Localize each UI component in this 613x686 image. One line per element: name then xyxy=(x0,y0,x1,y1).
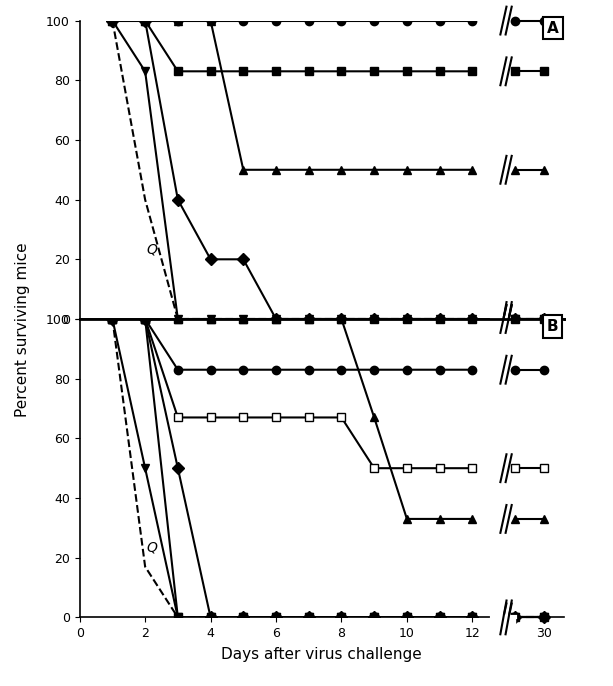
Bar xyxy=(492,617,515,641)
Text: Q: Q xyxy=(147,541,158,555)
X-axis label: Days after virus challenge: Days after virus challenge xyxy=(221,647,422,662)
Text: A: A xyxy=(547,21,558,36)
Text: Q: Q xyxy=(147,242,158,257)
Text: B: B xyxy=(547,319,558,334)
Bar xyxy=(492,319,515,343)
Text: Percent surviving mice: Percent surviving mice xyxy=(15,242,30,416)
